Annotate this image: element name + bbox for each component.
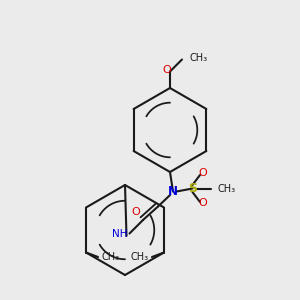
Text: CH₃: CH₃ [218, 184, 236, 194]
Text: CH₃: CH₃ [130, 252, 148, 262]
Text: S: S [188, 182, 197, 195]
Text: O: O [199, 169, 207, 178]
Text: CH₃: CH₃ [102, 252, 120, 262]
Text: O: O [163, 65, 171, 75]
Text: NH: NH [112, 230, 128, 239]
Text: CH₃: CH₃ [190, 53, 208, 63]
Text: O: O [199, 199, 207, 208]
Text: O: O [132, 207, 140, 217]
Text: N: N [168, 185, 178, 198]
